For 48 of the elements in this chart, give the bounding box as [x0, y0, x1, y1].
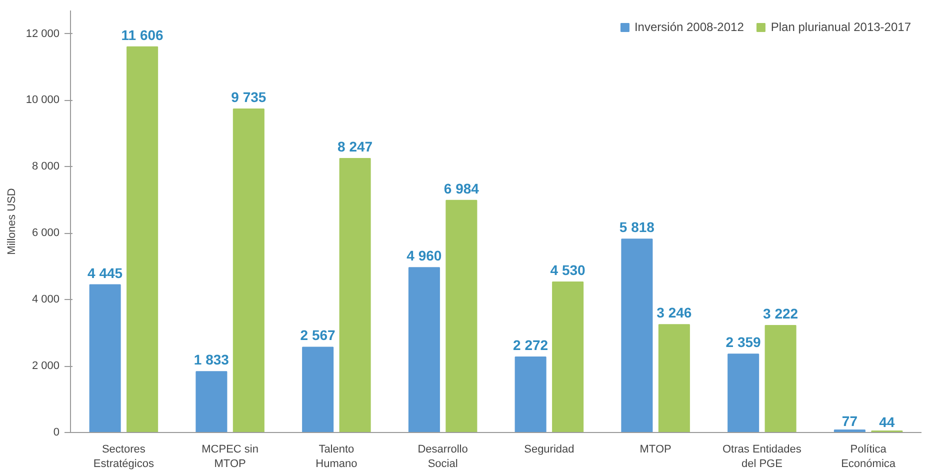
bar [302, 346, 334, 432]
data-label: 2 272 [513, 337, 548, 354]
y-tick-label: 4 000 [32, 294, 60, 306]
data-label: 2 567 [300, 327, 336, 344]
y-tick-label: 10 000 [26, 94, 60, 106]
y-tick-label: 2 000 [32, 360, 60, 372]
legend-label: Inversión 2008-2012 [634, 20, 744, 34]
y-tick-label: 12 000 [26, 28, 60, 40]
y-tick-label: 6 000 [32, 227, 60, 240]
bar [552, 281, 584, 432]
data-label: 77 [842, 412, 858, 429]
bar [126, 46, 158, 432]
bar [728, 354, 760, 432]
bar [446, 200, 478, 432]
bar [658, 324, 690, 432]
data-label: 4 960 [406, 248, 442, 264]
x-tick-label: Seguridad [524, 444, 574, 456]
data-label: 11 606 [121, 26, 164, 43]
x-tick-label: MCPEC sin MTOP [202, 444, 258, 470]
bar [408, 267, 440, 432]
data-label: 6 984 [444, 180, 480, 196]
bar [89, 284, 121, 432]
bar [339, 158, 371, 432]
x-tick-label: MTOP [640, 444, 672, 456]
data-label: 4 445 [88, 264, 123, 281]
x-tick-label: Desarrollo Social [418, 444, 468, 470]
data-label: 1 833 [194, 352, 230, 368]
x-tick-label: Sectores Estratégicos [93, 444, 154, 470]
data-label: 3 246 [656, 304, 692, 321]
data-label: 8 247 [338, 138, 373, 154]
x-tick-label: Política Económica [841, 444, 896, 470]
y-tick-label: 8 000 [32, 160, 60, 173]
data-label: 2 359 [726, 334, 762, 350]
y-tick-label: 0 [53, 426, 60, 438]
x-tick-label: Talento Humano [316, 444, 358, 470]
bar [514, 356, 546, 432]
bar [196, 371, 228, 432]
bar [621, 238, 653, 432]
y-axis-title: Millones USD [6, 188, 18, 255]
data-label: 3 222 [763, 305, 798, 322]
data-label: 5 818 [619, 219, 655, 236]
legend-label: Plan plurianual 2013-2017 [770, 20, 911, 34]
data-label: 4 530 [550, 262, 586, 278]
data-label: 9 735 [231, 89, 266, 106]
bar [764, 324, 796, 432]
data-label: 44 [879, 414, 895, 430]
x-tick-label: Otras Entidades del PGE [722, 444, 802, 470]
bar [232, 108, 264, 432]
